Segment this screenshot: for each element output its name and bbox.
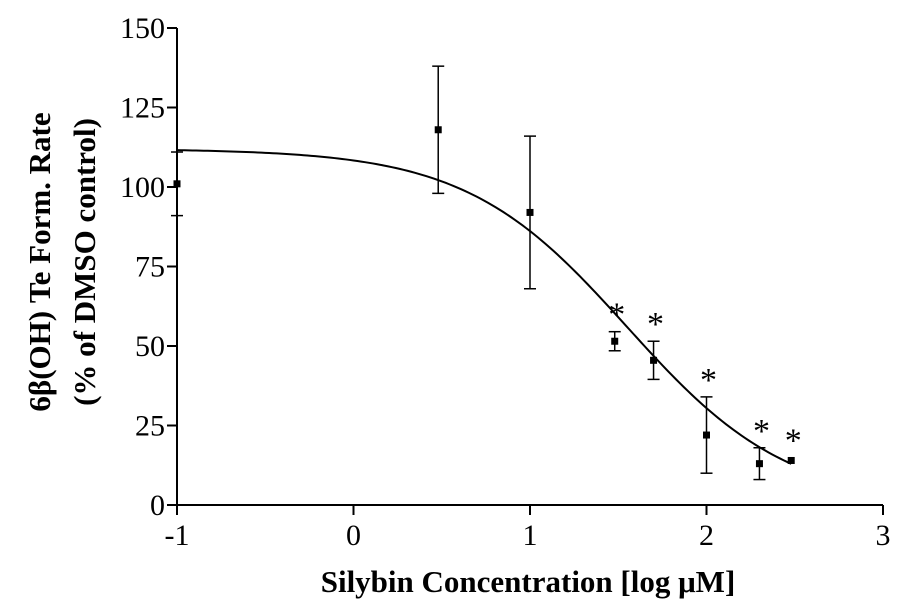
significance-star: *: [753, 413, 770, 450]
y-tick-label: 0: [150, 489, 165, 522]
y-tick-label: 125: [120, 92, 165, 125]
data-point: [434, 126, 442, 134]
y-tick-label: 75: [135, 251, 165, 284]
data-point: [611, 337, 619, 345]
data-point: [650, 356, 658, 364]
x-axis-title: Silybin Concentration [log μM]: [321, 564, 736, 599]
x-tick-label: 2: [699, 519, 714, 552]
fit-curve: [176, 149, 792, 465]
data-point: [703, 431, 710, 439]
x-tick-label: 0: [346, 519, 361, 552]
x-tick-label: 3: [876, 519, 891, 552]
x-tick-label: 1: [523, 519, 538, 552]
x-tick-label: -1: [165, 519, 190, 552]
data-point: [173, 180, 181, 188]
data-point: [787, 456, 795, 464]
y-axis-title-line2: (% of DMSO control): [67, 118, 102, 406]
data-point: [526, 208, 534, 216]
error-bars: [171, 65, 766, 481]
significance-markers: * * * * *: [608, 297, 802, 460]
significance-star: *: [608, 297, 625, 334]
significance-star: *: [785, 422, 802, 459]
y-axis-title-line1: 6β(OH) Te Form. Rate: [22, 112, 57, 411]
y-tick-label: 150: [120, 12, 165, 45]
y-tick-label: 100: [120, 171, 165, 204]
data-points: [173, 126, 795, 468]
y-tick-label: 50: [135, 330, 165, 363]
y-tick-label: 25: [135, 410, 165, 443]
data-point: [755, 460, 763, 468]
significance-star: *: [700, 362, 717, 399]
significance-star: *: [647, 306, 664, 343]
fit-curve-line: [176, 149, 792, 465]
